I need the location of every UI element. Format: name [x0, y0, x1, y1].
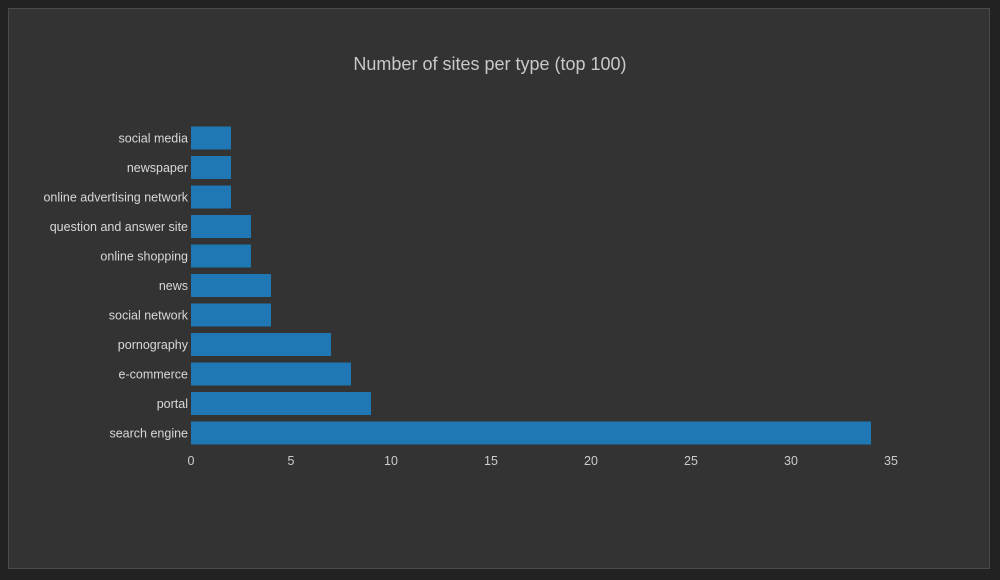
x-tick-label: 5 — [288, 454, 295, 468]
bar-pornography — [191, 333, 331, 356]
bar-social-media — [191, 126, 231, 150]
bar-question-and-answer-site — [191, 215, 251, 238]
x-tick-label: 25 — [684, 454, 698, 468]
category-label-news: news — [159, 279, 188, 293]
bar-search-engine — [191, 421, 871, 445]
category-labels-group: social media newspaper online advertising … — [43, 132, 188, 441]
x-tick-label: 0 — [188, 454, 195, 468]
category-label-question-and-answer-site: question and answer site — [50, 220, 188, 234]
x-axis-ticks: 0 5 10 15 20 25 30 35 — [188, 454, 898, 468]
category-label-search-engine: search engine — [109, 427, 188, 441]
bar-portal — [191, 392, 371, 415]
bars-group — [191, 126, 871, 445]
x-tick-label: 10 — [384, 454, 398, 468]
category-label-portal: portal — [157, 397, 188, 411]
chart-title: Number of sites per type (top 100) — [353, 54, 626, 74]
x-tick-label: 20 — [584, 454, 598, 468]
bar-newspaper — [191, 156, 231, 179]
bar-social-network — [191, 303, 271, 327]
category-label-e-commerce: e-commerce — [119, 368, 189, 382]
bar-news — [191, 274, 271, 297]
x-tick-label: 35 — [884, 454, 898, 468]
category-label-newspaper: newspaper — [127, 161, 188, 175]
bar-online-advertising-network — [191, 185, 231, 209]
category-label-online-shopping: online shopping — [100, 250, 188, 264]
category-label-social-media: social media — [119, 132, 189, 146]
category-label-social-network: social network — [109, 309, 189, 323]
x-tick-label: 30 — [784, 454, 798, 468]
chart-panel — [8, 8, 990, 569]
category-label-online-advertising-network: online advertising network — [43, 191, 188, 205]
category-label-pornography: pornography — [118, 338, 189, 352]
x-tick-label: 15 — [484, 454, 498, 468]
bar-e-commerce — [191, 362, 351, 386]
bar-online-shopping — [191, 244, 251, 268]
